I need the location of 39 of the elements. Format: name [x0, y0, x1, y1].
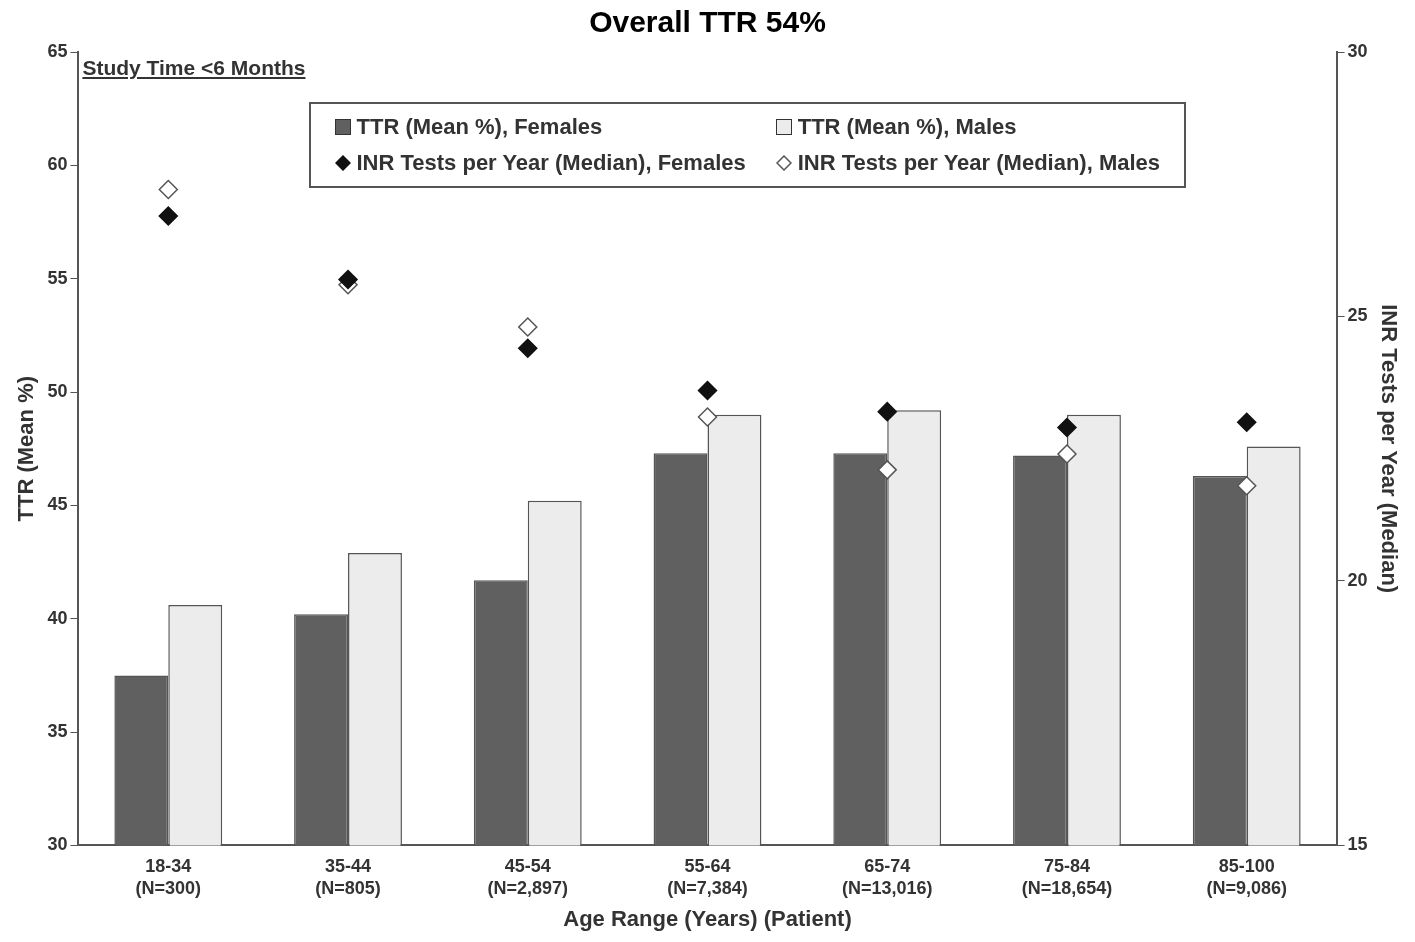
point: [1236, 475, 1257, 496]
point: [1236, 412, 1257, 432]
chart-title: Overall TTR 54%: [589, 5, 826, 39]
legend-label: INR Tests per Year (Median), Males: [797, 150, 1161, 176]
point: [338, 269, 358, 290]
y2-axis-title: INR Tests per Year (Median): [1376, 304, 1402, 594]
y2-tick-label: 20: [1347, 569, 1368, 590]
point: [1057, 444, 1077, 464]
point: [158, 206, 179, 226]
point: [1057, 417, 1077, 438]
point: [877, 460, 897, 480]
annotation: Study Time <6 Months: [82, 56, 306, 80]
x-tick-label: 45-54 (N=2,897): [487, 856, 569, 898]
y2-tick-label: 30: [1347, 40, 1368, 61]
x-tick-label: 35-44 (N=805): [315, 856, 381, 898]
x-tick-label: 75-84 (N=18,654): [1021, 856, 1113, 898]
y-axis-title: TTR (Mean %): [13, 375, 39, 522]
y-tick-label: 55: [47, 267, 68, 288]
legend-label: INR Tests per Year (Median), Females: [356, 150, 746, 176]
legend-label: TTR (Mean %), Males: [797, 114, 1017, 140]
x-tick-label: 85-100 (N=9,086): [1206, 856, 1287, 898]
y-tick-label: 35: [47, 721, 68, 742]
y-tick-label: 60: [47, 154, 68, 175]
y-tick-label: 65: [47, 40, 68, 61]
point: [697, 380, 718, 401]
y2-tick-label: 15: [1347, 834, 1368, 855]
x-tick-label: 55-64 (N=7,384): [667, 856, 748, 898]
y-tick-label: 30: [47, 834, 68, 855]
point: [877, 401, 897, 422]
point: [697, 407, 718, 427]
legend-label: TTR (Mean %), Females: [356, 114, 603, 140]
y-tick-label: 50: [47, 381, 68, 401]
y-tick-label: 45: [47, 494, 68, 515]
x-tick-label: 18-34 (N=300): [135, 856, 202, 898]
x-tick-label: 65-74 (N=13,016): [841, 856, 933, 898]
x-axis-title: Age Range (Years) (Patient): [563, 905, 852, 931]
point: [518, 338, 538, 358]
y-tick-label: 40: [47, 607, 68, 628]
y2-tick-label: 25: [1347, 305, 1368, 326]
